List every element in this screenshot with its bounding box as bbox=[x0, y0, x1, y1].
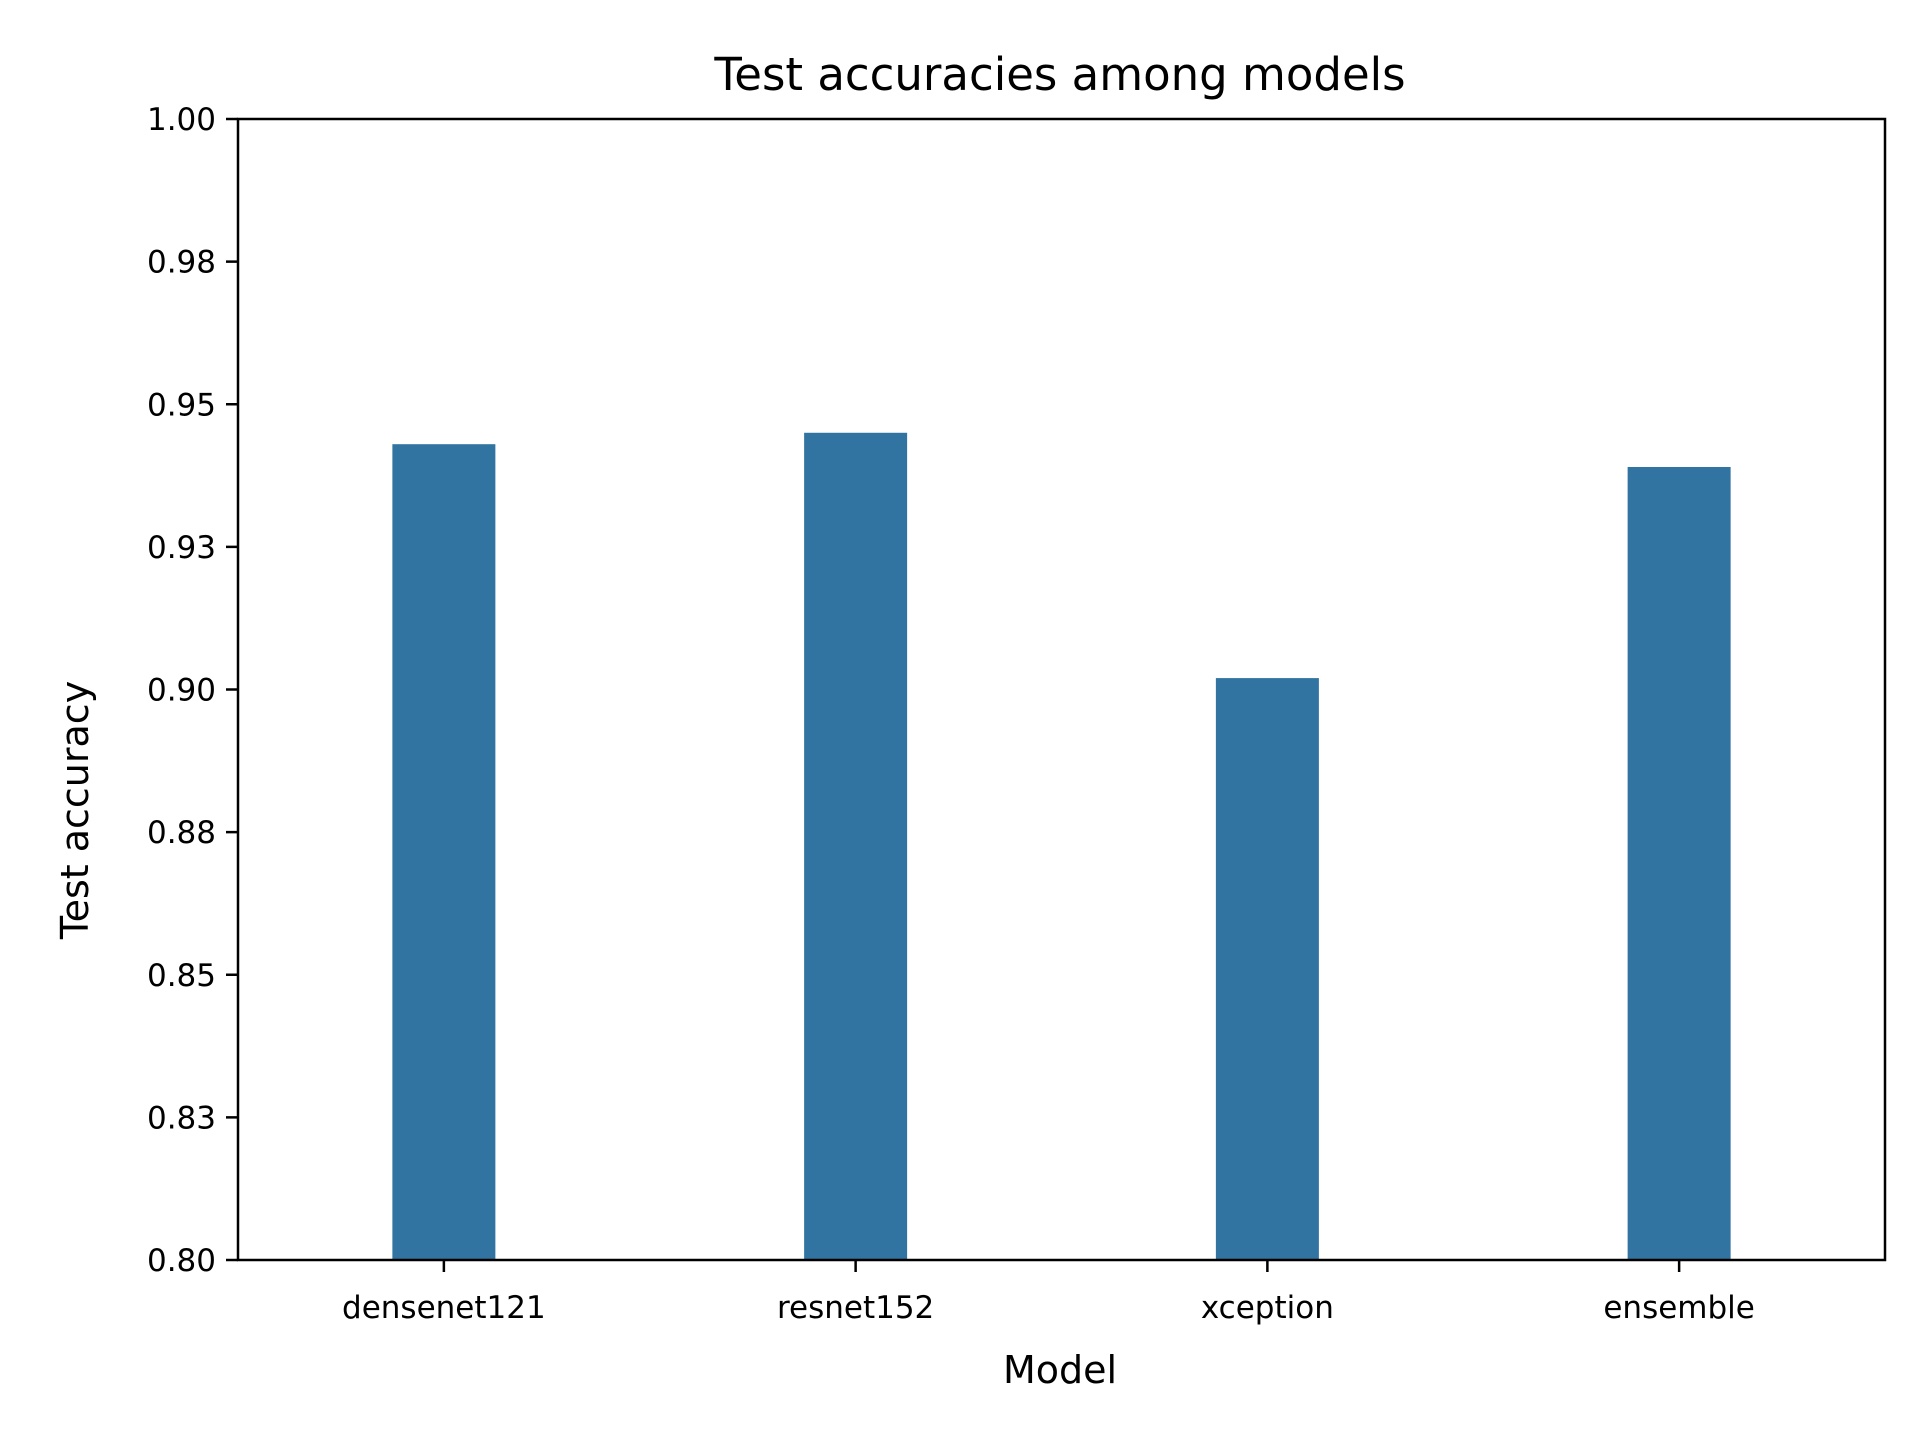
plot-area: 0.80 0.83 0.85 0.88 0.90 0.93 0.95 0.98 1.00 den… bbox=[147, 102, 1887, 1326]
y-tick-label: 1.00 bbox=[147, 102, 216, 138]
y-tick-label: 0.95 bbox=[147, 387, 216, 423]
y-axis: 0.80 0.83 0.85 0.88 0.90 0.93 0.95 0.98 1.00 bbox=[147, 102, 238, 1279]
x-tick-label: ensemble bbox=[1603, 1290, 1755, 1326]
y-tick-label: 0.85 bbox=[147, 958, 216, 994]
x-axis-label: Model bbox=[1003, 1348, 1117, 1392]
y-axis-label: Test accuracy bbox=[53, 681, 97, 940]
y-tick-label: 0.80 bbox=[147, 1243, 216, 1279]
bars-group bbox=[392, 432, 1731, 1260]
bar-densenet121 bbox=[392, 444, 496, 1260]
y-tick-label: 0.88 bbox=[147, 815, 216, 851]
x-axis: densenet121 resnet152 xception ensemble bbox=[342, 1260, 1755, 1326]
bar-xception bbox=[1215, 678, 1319, 1260]
y-tick-label: 0.93 bbox=[147, 530, 216, 566]
y-tick-label: 0.98 bbox=[147, 245, 216, 281]
x-tick-label: xception bbox=[1201, 1290, 1334, 1326]
y-tick-label: 0.90 bbox=[147, 673, 216, 709]
plot-frame bbox=[236, 117, 1887, 1262]
chart-title: Test accuracies among models bbox=[713, 48, 1405, 101]
x-tick-label: resnet152 bbox=[777, 1290, 934, 1326]
bar-resnet152 bbox=[804, 432, 908, 1260]
x-tick-label: densenet121 bbox=[342, 1290, 546, 1326]
y-tick-label: 0.83 bbox=[147, 1100, 216, 1136]
bar-ensemble bbox=[1627, 467, 1731, 1260]
